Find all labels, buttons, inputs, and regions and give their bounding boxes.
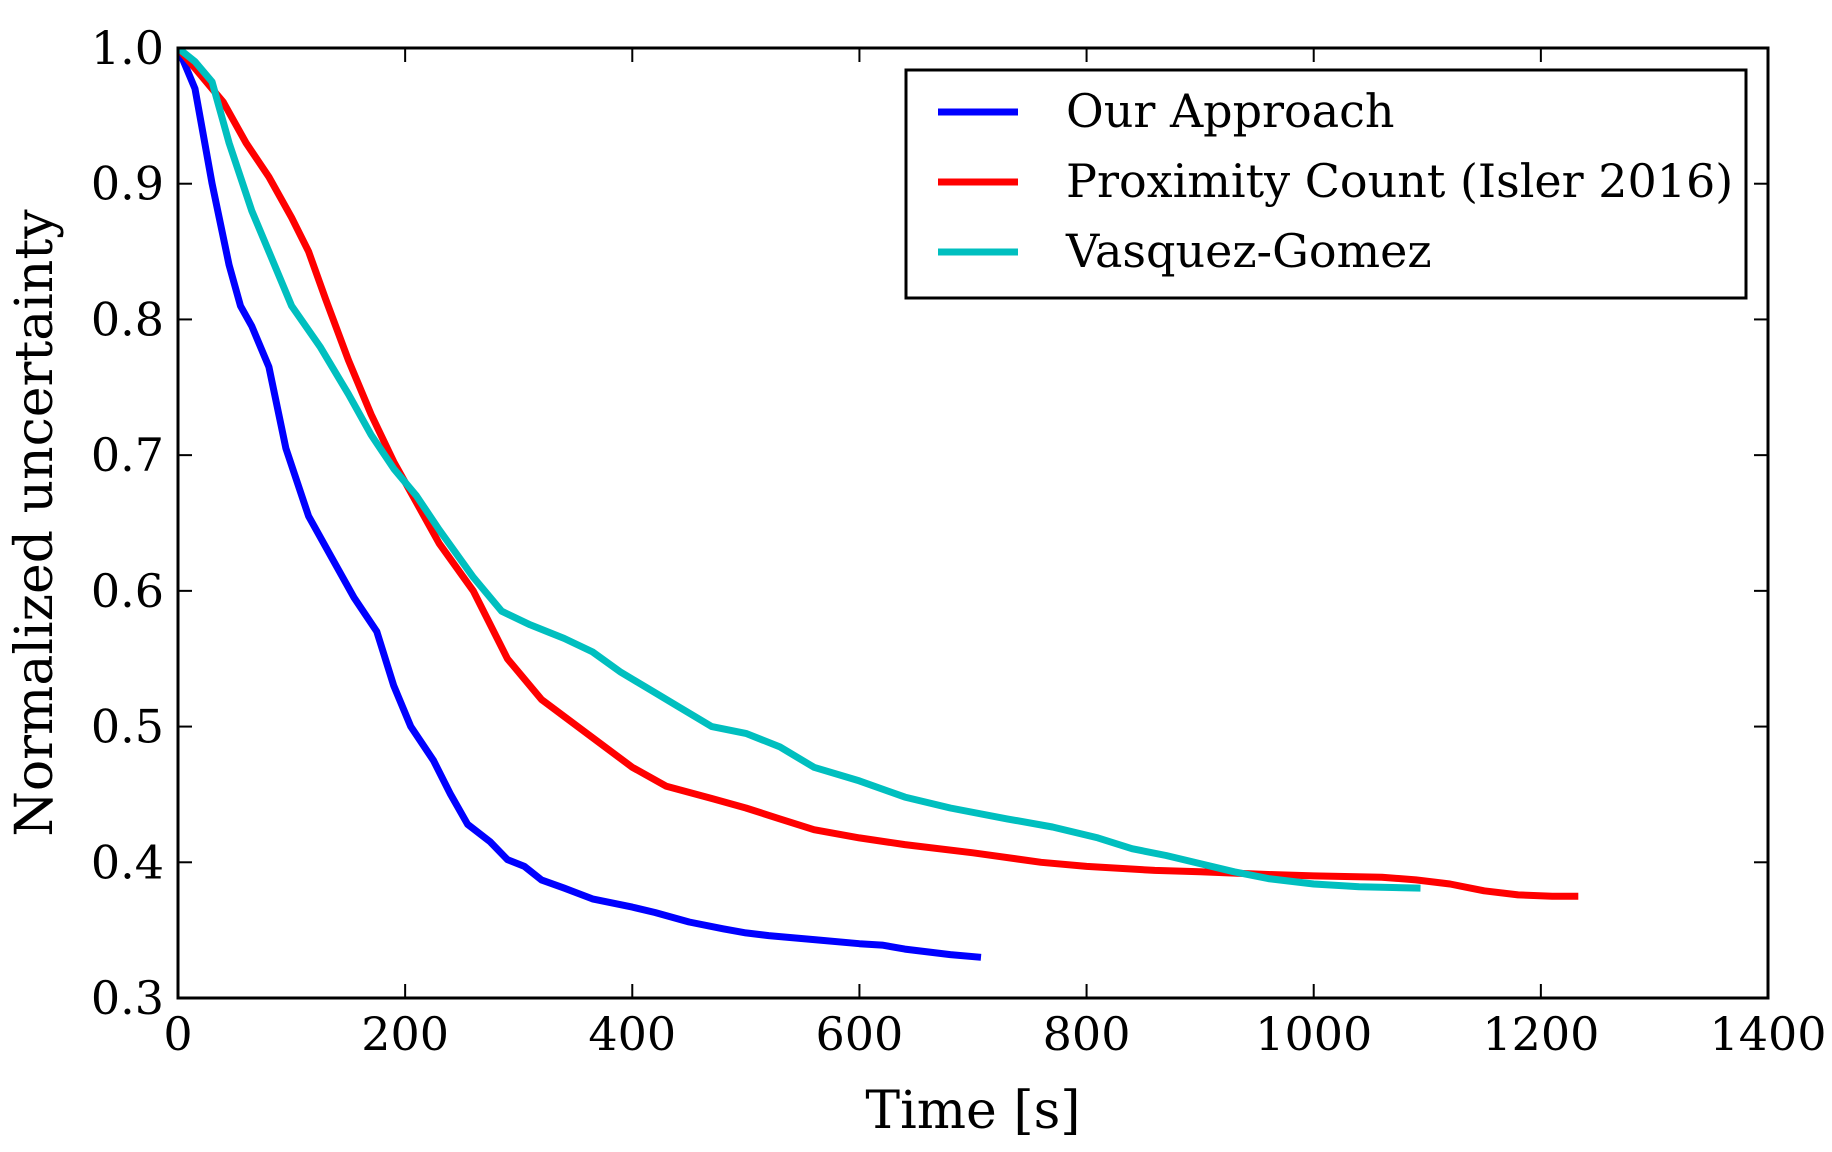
y-tick-label: 0.6 (91, 564, 164, 618)
legend-label-1: Our Approach (1066, 84, 1395, 138)
legend-box (904, 68, 1748, 300)
x-axis-label: Time [s] (865, 1081, 1080, 1141)
x-tick-label: 1000 (1255, 1007, 1372, 1061)
series-line-1 (178, 48, 982, 961)
y-tick-label: 0.3 (91, 971, 164, 1025)
x-tick-label: 200 (361, 1007, 449, 1061)
x-tick-label: 0 (163, 1007, 192, 1061)
legend: Our Approach Proximity Count (Isler 2016)… (904, 68, 1748, 300)
ticks-layer: 0 200 400 600 800 1000 1200 1400 0.3 0.4 0.5 0.6 0.7… (91, 21, 1827, 1061)
legend-label-3: Vasquez-Gomez (1065, 224, 1432, 278)
y-tick-label: 0.9 (91, 157, 164, 211)
series-line-2 (178, 48, 1579, 900)
x-tick-label: 600 (816, 1007, 904, 1061)
x-tick-label: 1400 (1709, 1007, 1826, 1061)
y-tick-label: 0.8 (91, 292, 164, 346)
x-tick-label: 400 (588, 1007, 676, 1061)
x-tick-label: 1200 (1482, 1007, 1599, 1061)
y-tick-label: 0.4 (91, 835, 164, 889)
y-tick-label: 0.5 (91, 700, 164, 754)
y-axis-label: Normalized uncertainty (5, 209, 65, 837)
series-line-3 (178, 48, 1421, 892)
y-tick-label: 1.0 (91, 21, 164, 75)
y-tick-label: 0.7 (91, 428, 164, 482)
plot-frame (176, 46, 1770, 1000)
series-layer (178, 48, 1579, 961)
x-tick-label: 800 (1043, 1007, 1131, 1061)
legend-label-2: Proximity Count (Isler 2016) (1066, 154, 1733, 208)
